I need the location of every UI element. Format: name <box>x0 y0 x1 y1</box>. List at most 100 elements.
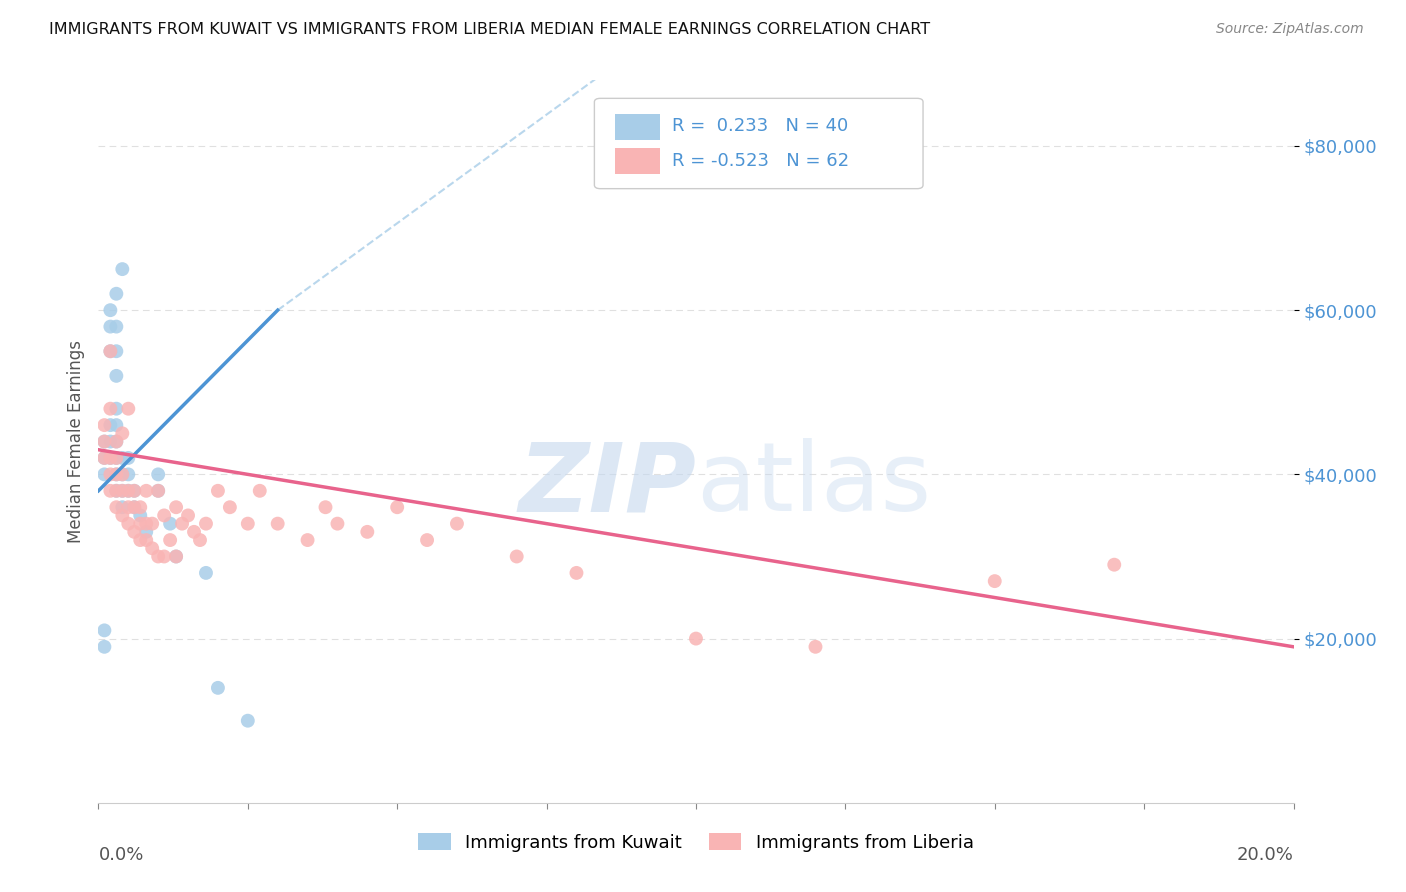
Point <box>111 426 134 441</box>
Bar <box>614 148 661 174</box>
Point <box>129 516 152 531</box>
Point <box>446 516 468 531</box>
Point <box>153 549 176 564</box>
Point <box>326 516 349 531</box>
Point <box>105 450 128 465</box>
Point <box>188 533 211 547</box>
Point <box>98 418 122 433</box>
Point <box>159 533 181 547</box>
Point <box>105 368 128 383</box>
Text: ZIP: ZIP <box>517 438 696 532</box>
Point <box>111 500 134 515</box>
Point <box>267 516 290 531</box>
Point <box>207 483 229 498</box>
Point <box>98 434 122 449</box>
Point <box>98 450 122 465</box>
Point <box>153 508 176 523</box>
Point <box>172 516 194 531</box>
Text: atlas: atlas <box>696 438 931 532</box>
Point <box>105 467 128 482</box>
Point <box>93 434 115 449</box>
Point <box>135 524 157 539</box>
Point <box>117 467 139 482</box>
Point <box>135 533 157 547</box>
Point <box>105 467 128 482</box>
Point <box>98 467 122 482</box>
Point <box>98 319 122 334</box>
Point <box>105 500 128 515</box>
Point <box>111 450 134 465</box>
Point <box>159 516 181 531</box>
Point <box>124 483 146 498</box>
Text: 20.0%: 20.0% <box>1237 847 1294 864</box>
Point <box>565 566 588 580</box>
Point <box>93 450 115 465</box>
Point <box>105 483 128 498</box>
Point <box>105 450 128 465</box>
Point <box>111 467 134 482</box>
Point <box>105 434 128 449</box>
Point <box>385 500 409 515</box>
Point <box>98 450 122 465</box>
Point <box>984 574 1007 588</box>
Point <box>98 303 122 318</box>
Point <box>141 516 163 531</box>
Point <box>804 640 827 654</box>
Point <box>117 401 139 416</box>
Point <box>117 483 139 498</box>
Bar <box>614 113 661 139</box>
Point <box>124 500 146 515</box>
Point <box>249 483 271 498</box>
Point <box>177 508 200 523</box>
Point <box>111 483 134 498</box>
Point <box>105 418 128 433</box>
Point <box>236 516 259 531</box>
Point <box>93 624 115 638</box>
Point <box>506 549 529 564</box>
Point <box>111 262 134 277</box>
Point <box>124 500 146 515</box>
Point <box>124 483 146 498</box>
Point <box>98 344 122 359</box>
Point <box>135 483 157 498</box>
Point <box>165 500 187 515</box>
Point <box>165 549 187 564</box>
Point <box>685 632 707 646</box>
Y-axis label: Median Female Earnings: Median Female Earnings <box>66 340 84 543</box>
Point <box>416 533 439 547</box>
Point <box>207 681 229 695</box>
Point <box>111 483 134 498</box>
Point <box>93 467 115 482</box>
Point <box>105 319 128 334</box>
Point <box>98 401 122 416</box>
Text: R = -0.523   N = 62: R = -0.523 N = 62 <box>672 153 849 170</box>
FancyBboxPatch shape <box>595 98 922 189</box>
Point <box>129 500 152 515</box>
Point <box>105 344 128 359</box>
Point <box>98 483 122 498</box>
Point <box>111 508 134 523</box>
Point <box>315 500 337 515</box>
Point <box>141 541 163 556</box>
Point <box>93 418 115 433</box>
Point <box>124 524 146 539</box>
Text: IMMIGRANTS FROM KUWAIT VS IMMIGRANTS FROM LIBERIA MEDIAN FEMALE EARNINGS CORRELA: IMMIGRANTS FROM KUWAIT VS IMMIGRANTS FRO… <box>49 22 931 37</box>
Point <box>356 524 378 539</box>
Point <box>117 516 139 531</box>
Point <box>129 508 152 523</box>
Point <box>93 450 115 465</box>
Point <box>195 566 218 580</box>
Point <box>105 434 128 449</box>
Point <box>195 516 218 531</box>
Point <box>135 516 157 531</box>
Text: R =  0.233   N = 40: R = 0.233 N = 40 <box>672 117 848 135</box>
Point <box>297 533 319 547</box>
Point <box>129 533 152 547</box>
Point <box>98 344 122 359</box>
Point <box>236 714 259 728</box>
Point <box>117 450 139 465</box>
Point <box>148 467 170 482</box>
Point <box>219 500 242 515</box>
Point <box>93 640 115 654</box>
Point <box>93 434 115 449</box>
